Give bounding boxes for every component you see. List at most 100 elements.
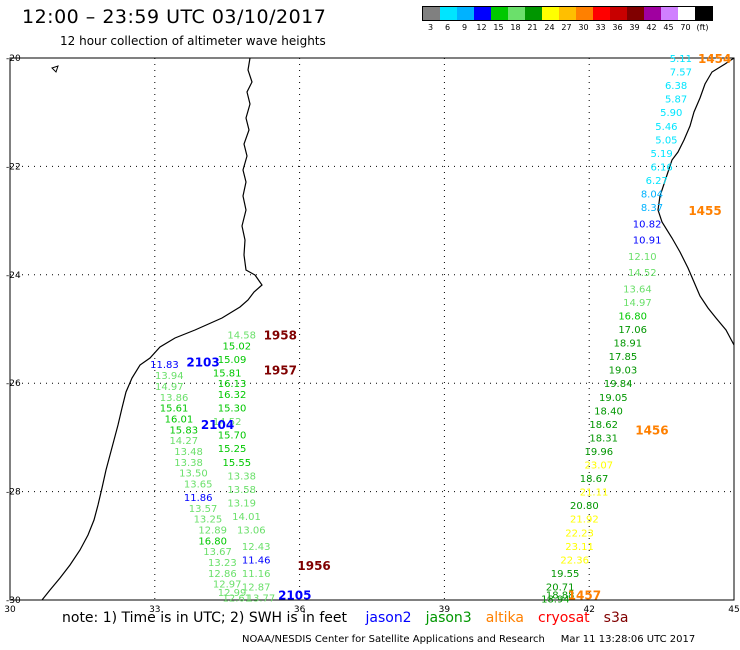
wave-height-label: 22.23 <box>565 528 594 539</box>
wave-height-label: 15.09 <box>218 355 247 366</box>
wave-height-label: 12.10 <box>628 252 657 263</box>
wave-height-label: 13.38 <box>174 458 203 469</box>
pass-time-label: 1454 <box>698 52 731 66</box>
wave-height-label: 19.96 <box>585 447 614 458</box>
pass-time-label: 1457 <box>568 589 601 603</box>
wave-height-label: 6.16 <box>650 162 672 173</box>
wave-height-label: 13.58 <box>227 485 256 496</box>
page-subtitle: 12 hour collection of altimeter wave hei… <box>60 34 326 48</box>
wave-height-label: 15.70 <box>218 431 247 442</box>
pass-time-label: 2105 <box>278 589 311 603</box>
wave-height-label: 12.99 <box>218 588 247 599</box>
wave-height-label: 18.88 <box>546 591 575 602</box>
color-swatch <box>542 7 559 20</box>
wave-height-label: 8.04 <box>641 190 663 201</box>
wave-height-label: 14.52 <box>628 268 657 279</box>
color-legend-labels: 3 6 9 12 15 18 21 24 27 30 33 36 39 42 45 70 (ft) <box>422 23 713 32</box>
color-swatch-label: 42 <box>646 23 657 32</box>
wave-height-label: 18.40 <box>594 406 623 417</box>
wave-height-label: 23.07 <box>585 461 614 472</box>
pass-time-label: 2103 <box>186 356 219 370</box>
wave-height-label: 21.92 <box>570 515 599 526</box>
color-swatch-label: 70 <box>680 23 691 32</box>
wave-height-label: 14.97 <box>155 382 184 393</box>
wave-height-label: 13.64 <box>623 284 652 295</box>
color-legend: 3 6 9 12 15 18 21 24 27 30 33 36 39 42 45 70 (ft) <box>422 6 713 32</box>
wave-height-label: 13.50 <box>179 469 208 480</box>
footer-note: note: 1) Time is in UTC; 2) SWH is in fe… <box>62 610 348 626</box>
wave-height-label: 19.03 <box>609 366 638 377</box>
pass-time-label: 1958 <box>264 328 297 342</box>
wave-height-label: 17.85 <box>609 352 638 363</box>
wave-height-label: 13.19 <box>227 498 256 509</box>
wave-height-label: 14.27 <box>169 436 198 447</box>
color-swatch-label: 45 <box>663 23 674 32</box>
wave-height-label: 15.30 <box>218 404 247 415</box>
pass-time-label: 1957 <box>264 364 297 378</box>
wave-height-label: 22.36 <box>560 555 589 566</box>
wave-height-label: 20.71 <box>546 582 575 593</box>
wave-height-label: 13.38 <box>227 471 256 482</box>
wave-height-label: 15.83 <box>169 425 198 436</box>
color-swatch <box>440 7 457 20</box>
wave-height-label: 6.27 <box>646 176 668 187</box>
color-swatch <box>644 7 661 20</box>
wave-height-label: 13.67 <box>203 547 232 558</box>
wave-height-label: 15.61 <box>160 404 189 415</box>
wave-height-label: 10.91 <box>633 236 662 247</box>
lat-tick-label: -20 <box>6 54 21 64</box>
wave-height-label: 11.46 <box>242 555 271 566</box>
wave-height-label: 12.43 <box>242 542 271 553</box>
wave-height-label: 23.11 <box>565 542 594 553</box>
color-swatch <box>610 7 627 20</box>
wave-height-label: 20.80 <box>570 501 599 512</box>
color-swatch <box>678 7 695 20</box>
credit-text: NOAA/NESDIS Center for Satellite Applica… <box>242 634 545 645</box>
wave-height-label: 18.91 <box>613 339 642 350</box>
color-swatch-label: (ft) <box>696 23 709 32</box>
wave-height-label: 13.23 <box>208 558 237 569</box>
satellite-jason2: jason2 <box>365 610 412 626</box>
wave-height-label: 12.97 <box>213 580 242 591</box>
satellite-legend: jason2 jason3 altika cryosat s3a <box>365 610 642 626</box>
timestamp-text: Mar 11 13:28:06 UTC 2017 <box>560 634 696 645</box>
wave-height-label: 12.61 <box>223 593 252 604</box>
page-title: 12:00 – 23:59 UTC 03/10/2017 <box>22 6 327 28</box>
wave-height-label: 13.48 <box>174 447 203 458</box>
color-swatch <box>508 7 525 20</box>
color-swatch-label: 36 <box>612 23 623 32</box>
color-swatch-label: 3 <box>427 23 434 32</box>
color-swatch-label: 12 <box>476 23 487 32</box>
wave-height-label: 7.57 <box>670 68 692 79</box>
color-swatch <box>474 7 491 20</box>
wave-height-label: 16.80 <box>618 311 647 322</box>
lat-tick-label: -24 <box>6 271 21 281</box>
lon-tick-label: 39 <box>439 605 451 615</box>
color-swatch-label: 18 <box>510 23 521 32</box>
lat-tick-label: -22 <box>6 162 21 172</box>
wave-height-label: 17.06 <box>618 325 647 336</box>
wave-height-label: 11.16 <box>242 569 271 580</box>
color-swatch-label: 30 <box>578 23 589 32</box>
lon-tick-label: 33 <box>149 605 160 615</box>
color-swatch <box>593 7 610 20</box>
pass-time-label: 1956 <box>297 559 330 573</box>
wave-height-label: 12.86 <box>208 569 237 580</box>
satellite-s3a: s3a <box>603 610 629 626</box>
wave-height-label: 5.90 <box>660 108 682 119</box>
wave-height-label: 16.32 <box>218 390 247 401</box>
lat-tick-label: -28 <box>6 488 21 498</box>
lon-tick-label: 36 <box>294 605 306 615</box>
wave-height-label: 5.05 <box>655 135 677 146</box>
wave-height-label: 19.05 <box>599 393 628 404</box>
satellite-altika: altika <box>485 610 524 626</box>
wave-height-label: 10.82 <box>633 219 662 230</box>
wave-height-label: 13.25 <box>194 515 223 526</box>
lat-tick-label: -30 <box>6 596 21 606</box>
lat-lon-grid: 30 33 36 39 42 45 -20 -22 -24 -26 -28 -30 <box>4 54 739 615</box>
satellite-jason3: jason3 <box>425 610 472 626</box>
wave-height-label: 14.58 <box>227 330 256 341</box>
wave-height-label: 18.67 <box>580 474 609 485</box>
